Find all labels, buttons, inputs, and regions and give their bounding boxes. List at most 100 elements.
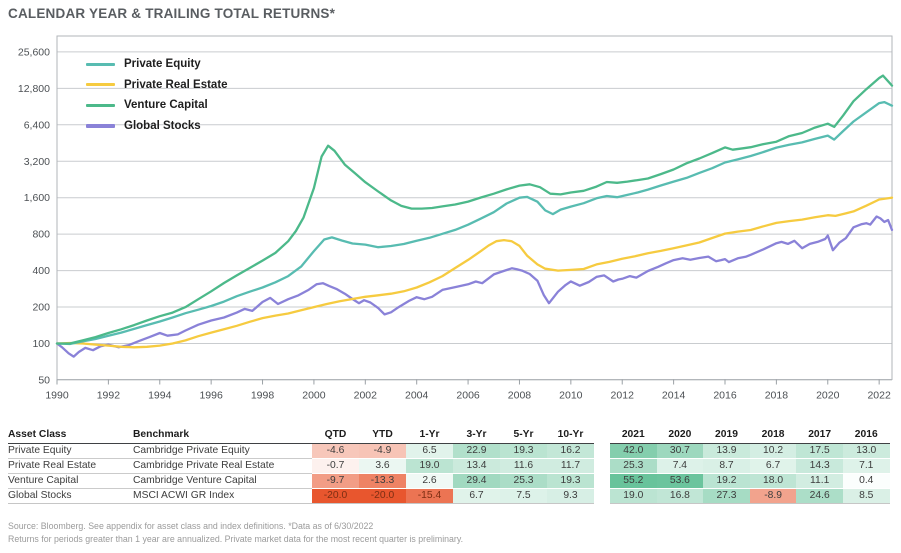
legend-label: Private Real Estate bbox=[124, 78, 228, 91]
return-cell: 7.5 bbox=[500, 489, 547, 504]
return-cell: 7.1 bbox=[842, 459, 890, 474]
return-cell: 8.5 bbox=[842, 489, 890, 504]
x-tick-label: 2002 bbox=[354, 390, 378, 402]
return-cell: 16.8 bbox=[656, 489, 704, 504]
column-header-2019: 2019 bbox=[703, 427, 750, 444]
return-cell: 19.3 bbox=[547, 474, 594, 489]
legend-label: Venture Capital bbox=[124, 99, 208, 112]
y-axis: 50 100 200 400 800 1,600 3,200 6,400 12,800 25,60… bbox=[18, 46, 50, 386]
column-header-asset-class: Asset Class bbox=[8, 427, 133, 444]
y-tick-label: 100 bbox=[32, 338, 50, 350]
series-line-venture-capital bbox=[55, 74, 894, 345]
column-header-2018: 2018 bbox=[749, 427, 797, 444]
series-line-private-equity bbox=[55, 100, 894, 346]
y-tick-label: 6,400 bbox=[24, 119, 50, 131]
column-header-3-yr: 3-Yr bbox=[453, 427, 500, 444]
return-cell: 7.4 bbox=[656, 459, 704, 474]
return-cell: 55.2 bbox=[610, 474, 657, 489]
column-header-2016: 2016 bbox=[842, 427, 890, 444]
y-tick-label: 3,200 bbox=[24, 156, 50, 168]
legend-label: Private Equity bbox=[124, 58, 201, 71]
column-header-qtd: QTD bbox=[312, 427, 359, 444]
benchmark-cell: Cambridge Private Real Estate bbox=[133, 459, 312, 474]
return-cell: 18.0 bbox=[749, 474, 797, 489]
x-tick-label: 2012 bbox=[611, 390, 635, 402]
series-line-global-stocks bbox=[55, 215, 894, 358]
y-tick-label: 400 bbox=[32, 265, 50, 277]
return-cell: 19.3 bbox=[500, 444, 547, 459]
source-note: Source: Bloomberg. See appendix for asse… bbox=[8, 520, 463, 545]
return-cell: 11.1 bbox=[796, 474, 843, 489]
legend-swatch-icon bbox=[86, 124, 115, 128]
legend-item-private-equity: Private Equity bbox=[86, 54, 228, 75]
x-tick-label: 1996 bbox=[199, 390, 223, 402]
return-cell: 19.0 bbox=[610, 489, 657, 504]
return-cell: 17.5 bbox=[796, 444, 843, 459]
returns-table: Asset Class Benchmark QTD YTD 1-Yr 3-Yr 5-Yr 10… bbox=[8, 427, 890, 504]
x-tick-label: 2016 bbox=[713, 390, 737, 402]
legend-item-venture-capital: Venture Capital bbox=[86, 95, 228, 116]
return-cell: -4.6 bbox=[312, 444, 359, 459]
y-tick-label: 12,800 bbox=[18, 83, 50, 95]
y-tick-label: 50 bbox=[38, 374, 50, 386]
return-cell: -0.7 bbox=[312, 459, 359, 474]
legend-label: Global Stocks bbox=[124, 120, 201, 133]
asset-class-cell: Private Equity bbox=[8, 444, 133, 459]
return-cell: 24.6 bbox=[796, 489, 843, 504]
return-cell: 2.6 bbox=[406, 474, 453, 489]
column-header-10-yr: 10-Yr bbox=[547, 427, 594, 444]
return-cell: 13.0 bbox=[842, 444, 890, 459]
series-lines bbox=[55, 74, 894, 358]
x-tick-label: 2010 bbox=[559, 390, 583, 402]
x-tick-label: 1992 bbox=[97, 390, 121, 402]
x-tick-label: 2022 bbox=[867, 390, 891, 402]
return-cell: 3.6 bbox=[359, 459, 406, 474]
return-cell: 6.7 bbox=[749, 459, 797, 474]
legend-item-global-stocks: Global Stocks bbox=[86, 116, 228, 137]
asset-class-cell: Private Real Estate bbox=[8, 459, 133, 474]
row-gap bbox=[594, 489, 610, 503]
asset-class-cell: Global Stocks bbox=[8, 489, 133, 504]
chart-frame bbox=[56, 35, 893, 380]
return-cell: 11.7 bbox=[547, 459, 594, 474]
return-cell: 16.2 bbox=[547, 444, 594, 459]
column-header-2021: 2021 bbox=[610, 427, 657, 444]
column-header-2020: 2020 bbox=[656, 427, 704, 444]
return-cell: -8.9 bbox=[749, 489, 797, 504]
y-tick-label: 200 bbox=[32, 302, 50, 314]
legend-item-private-real-estate: Private Real Estate bbox=[86, 75, 228, 96]
return-cell: -15.4 bbox=[406, 489, 453, 504]
x-tick-label: 2006 bbox=[456, 390, 480, 402]
benchmark-cell: MSCI ACWI GR Index bbox=[133, 489, 312, 504]
x-tick-label: 1994 bbox=[148, 390, 172, 402]
x-tick-label: 2000 bbox=[302, 390, 326, 402]
return-cell: 22.9 bbox=[453, 444, 500, 459]
y-tick-label: 25,600 bbox=[18, 46, 50, 58]
benchmark-cell: Cambridge Venture Capital bbox=[133, 474, 312, 489]
row-gap bbox=[594, 474, 610, 488]
page-title: CALENDAR YEAR & TRAILING TOTAL RETURNS* bbox=[8, 6, 336, 21]
return-cell: 0.4 bbox=[842, 474, 890, 489]
return-cell: 27.3 bbox=[703, 489, 750, 504]
return-cell: 53.6 bbox=[656, 474, 704, 489]
legend-swatch-icon bbox=[86, 103, 115, 108]
column-header-2017: 2017 bbox=[796, 427, 843, 444]
return-cell: 42.0 bbox=[610, 444, 657, 459]
chart-legend: Private Equity Private Real Estate Venture… bbox=[86, 54, 228, 136]
x-tick-label: 2018 bbox=[765, 390, 789, 402]
column-header-5-yr: 5-Yr bbox=[500, 427, 547, 444]
return-cell: 14.3 bbox=[796, 459, 843, 474]
return-cell: -20.0 bbox=[312, 489, 359, 504]
x-tick-label: 2020 bbox=[816, 390, 840, 402]
source-note-line2: Returns for periods greater than 1 year … bbox=[8, 533, 464, 544]
return-cell: 6.7 bbox=[453, 489, 500, 504]
column-header-ytd: YTD bbox=[359, 427, 406, 444]
x-tick-label: 1990 bbox=[45, 390, 69, 402]
return-cell: -9.7 bbox=[312, 474, 359, 489]
return-cell: 8.7 bbox=[703, 459, 750, 474]
asset-class-cell: Venture Capital bbox=[8, 474, 133, 489]
x-tick-label: 2008 bbox=[508, 390, 532, 402]
legend-swatch-icon bbox=[86, 83, 115, 87]
return-cell: 30.7 bbox=[656, 444, 704, 459]
